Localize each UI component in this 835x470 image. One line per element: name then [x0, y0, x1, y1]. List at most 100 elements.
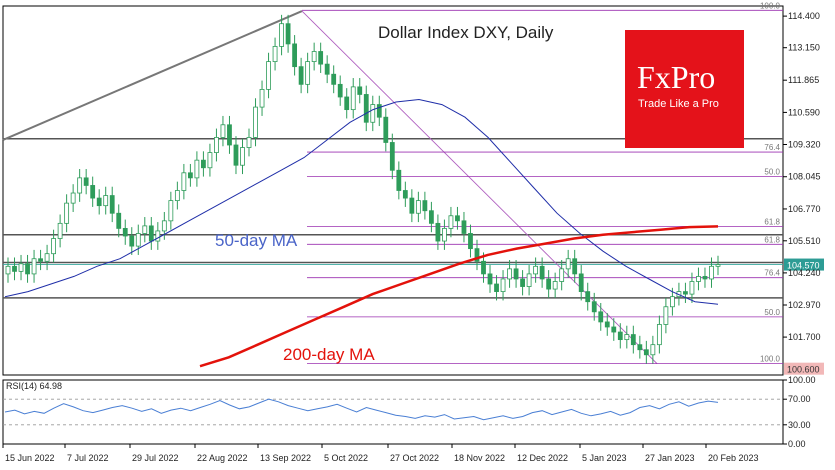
candle-body [220, 124, 226, 138]
x-tick-label: 13 Sep 2022 [260, 453, 311, 463]
rsi-frame [2, 379, 784, 445]
candle-body [116, 212, 122, 229]
candle-body [670, 296, 675, 308]
candle-body [90, 185, 96, 199]
candle-body [520, 278, 525, 287]
candle-body [715, 264, 721, 267]
candle-body [253, 106, 258, 138]
candle-body [285, 23, 291, 45]
y-tick-label: 109.320 [788, 140, 821, 150]
candle-body [448, 215, 454, 229]
rsi-y-tick-label: 70.00 [788, 394, 811, 404]
main-price-panel: Dollar Index DXY, Daily 100.0 76.4 50.0 61.8… [2, 1, 784, 376]
y-tick-label: 101.700 [788, 332, 821, 342]
candle-body [696, 276, 701, 282]
main-frame [2, 5, 784, 376]
candle-body [702, 276, 708, 280]
x-tick-label: 5 Jan 2023 [582, 453, 627, 463]
candle-body [539, 265, 545, 280]
candle-body [337, 83, 343, 98]
x-tick-label: 27 Oct 2022 [390, 453, 439, 463]
ma50-annotation: 50-day MA [215, 231, 298, 250]
y-tick-label: 105.510 [788, 236, 821, 246]
fib-level-label: 50.0 [764, 308, 780, 317]
candle-body [526, 273, 532, 287]
candle-body [409, 197, 415, 214]
y-tick-label: 102.970 [788, 300, 821, 310]
candle-body [109, 195, 115, 214]
x-tick-label: 5 Oct 2022 [324, 453, 368, 463]
ma200-annotation: 200-day MA [283, 345, 375, 364]
candle-body [12, 265, 17, 272]
candle-body [533, 265, 539, 275]
candle-body [611, 326, 617, 333]
candle-body [51, 238, 56, 255]
candle-body [122, 228, 128, 237]
candle-body [591, 301, 597, 313]
candle-body [689, 281, 695, 295]
y-tick-label: 104.240 [788, 268, 821, 278]
rsi-y-tick-label: 30.00 [788, 420, 811, 430]
candle-body [83, 177, 89, 186]
candle-body [376, 104, 382, 118]
candle-body [624, 334, 630, 341]
candle-body [5, 265, 11, 275]
candle-body [201, 159, 206, 169]
candle-body [630, 334, 636, 346]
rsi-y-tick-label: 0.00 [788, 439, 806, 449]
candle-body [656, 324, 662, 346]
low-label: 100.600 [787, 365, 820, 375]
candle-body [389, 142, 395, 171]
candle-body [331, 73, 337, 85]
candle-body [135, 233, 141, 247]
candle-body [305, 61, 311, 85]
fib-level-label: 76.4 [764, 143, 780, 152]
candle-body [161, 220, 167, 232]
candle-body [546, 278, 552, 290]
trend-line [2, 10, 303, 141]
candle-body [500, 278, 506, 292]
candle-body [643, 349, 649, 356]
axes: 104.570 100.600 114.400 113.150 111.865 110.5… [2, 11, 824, 463]
ma50-line [4, 98, 719, 305]
candle-body [227, 124, 232, 146]
candle-body [214, 137, 219, 153]
candle-body [683, 291, 688, 295]
logo-brand: FxPro [637, 59, 716, 95]
candle-body [129, 235, 135, 247]
candle-body [435, 222, 441, 242]
candle-body [442, 228, 447, 242]
candle-body [272, 46, 278, 63]
y-tick-label: 114.400 [788, 11, 820, 21]
fib-level-label: 76.4 [764, 269, 780, 278]
candle-body [148, 225, 154, 242]
price-label-box [784, 258, 824, 271]
candle-body [233, 144, 239, 166]
candle-body [370, 104, 376, 123]
candle-body [292, 43, 298, 68]
candle-body [64, 202, 70, 224]
x-tick-label: 15 Jun 2022 [5, 453, 55, 463]
rsi-y-tick-label: 100.00 [788, 375, 816, 385]
candle-body [604, 321, 610, 328]
candle-body [552, 281, 558, 290]
y-tick-label: 111.865 [788, 75, 819, 85]
price-label: 104.570 [787, 261, 820, 271]
candle-body [31, 258, 37, 275]
y-tick-label: 110.590 [788, 107, 820, 117]
candle-body [18, 263, 24, 272]
x-tick-label: 18 Nov 2022 [454, 453, 505, 463]
fib-level-label: 61.8 [764, 217, 780, 226]
logo-tagline: Trade Like a Pro [638, 98, 719, 110]
candle-body [38, 258, 43, 262]
rsi-title: RSI(14) 64.98 [6, 381, 62, 391]
ma200-line [199, 225, 719, 368]
fib-level-label: 100.0 [760, 1, 781, 10]
fib-level-label: 61.8 [764, 235, 780, 244]
y-tick-label: 108.045 [788, 172, 821, 182]
low-label-box [784, 362, 824, 375]
fxpro-logo: FxPro Trade Like a Pro [625, 30, 744, 148]
y-tick-label: 106.770 [788, 204, 821, 214]
candle-body [142, 225, 148, 234]
